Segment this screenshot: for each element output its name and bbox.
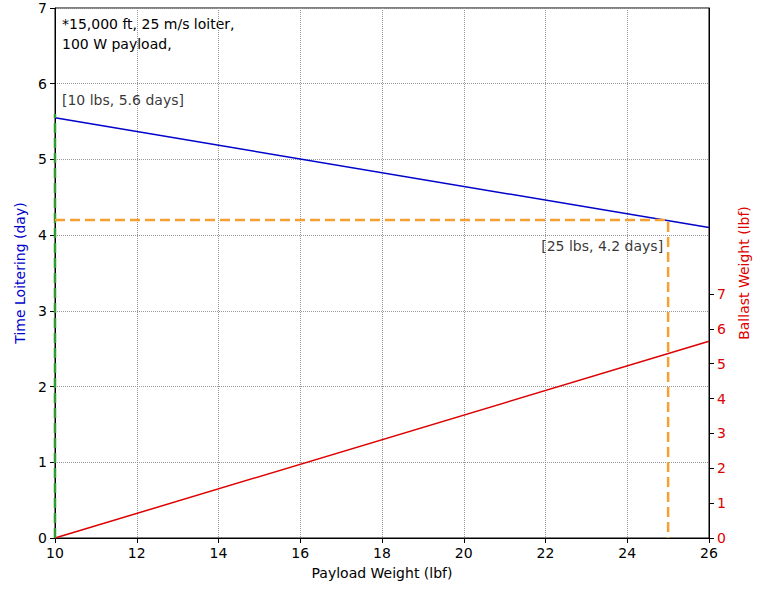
svg-text:6: 6 [717,321,726,337]
svg-text:20: 20 [455,545,473,561]
svg-text:Ballast Weight (lbf): Ballast Weight (lbf) [736,206,752,340]
svg-text:24: 24 [618,545,636,561]
svg-text:26: 26 [700,545,718,561]
svg-text:1: 1 [38,454,47,470]
svg-text:*15,000 ft, 25 m/s loiter,: *15,000 ft, 25 m/s loiter, [62,16,235,32]
svg-text:3: 3 [38,303,47,319]
svg-text:3: 3 [717,425,726,441]
svg-text:6: 6 [38,76,47,92]
svg-text:5: 5 [38,151,47,167]
svg-text:[10 lbs, 5.6 days]: [10 lbs, 5.6 days] [62,92,184,108]
svg-text:2: 2 [717,460,726,476]
svg-text:2: 2 [38,379,47,395]
svg-text:12: 12 [128,545,146,561]
svg-text:10: 10 [46,545,64,561]
svg-text:18: 18 [373,545,391,561]
svg-text:22: 22 [537,545,555,561]
svg-text:1: 1 [717,495,726,511]
svg-text:14: 14 [210,545,228,561]
svg-text:0: 0 [38,530,47,546]
svg-text:Payload Weight (lbf): Payload Weight (lbf) [312,565,453,581]
svg-text:100 W payload,: 100 W payload, [62,36,172,52]
svg-text:0: 0 [717,530,726,546]
svg-text:7: 7 [717,286,726,302]
svg-text:4: 4 [717,391,726,407]
svg-text:Time Loitering (day): Time Loitering (day) [12,202,28,344]
svg-text:16: 16 [291,545,309,561]
svg-text:5: 5 [717,356,726,372]
svg-text:4: 4 [38,227,47,243]
svg-text:[25 lbs, 4.2 days]: [25 lbs, 4.2 days] [541,238,663,254]
svg-text:7: 7 [38,0,47,16]
